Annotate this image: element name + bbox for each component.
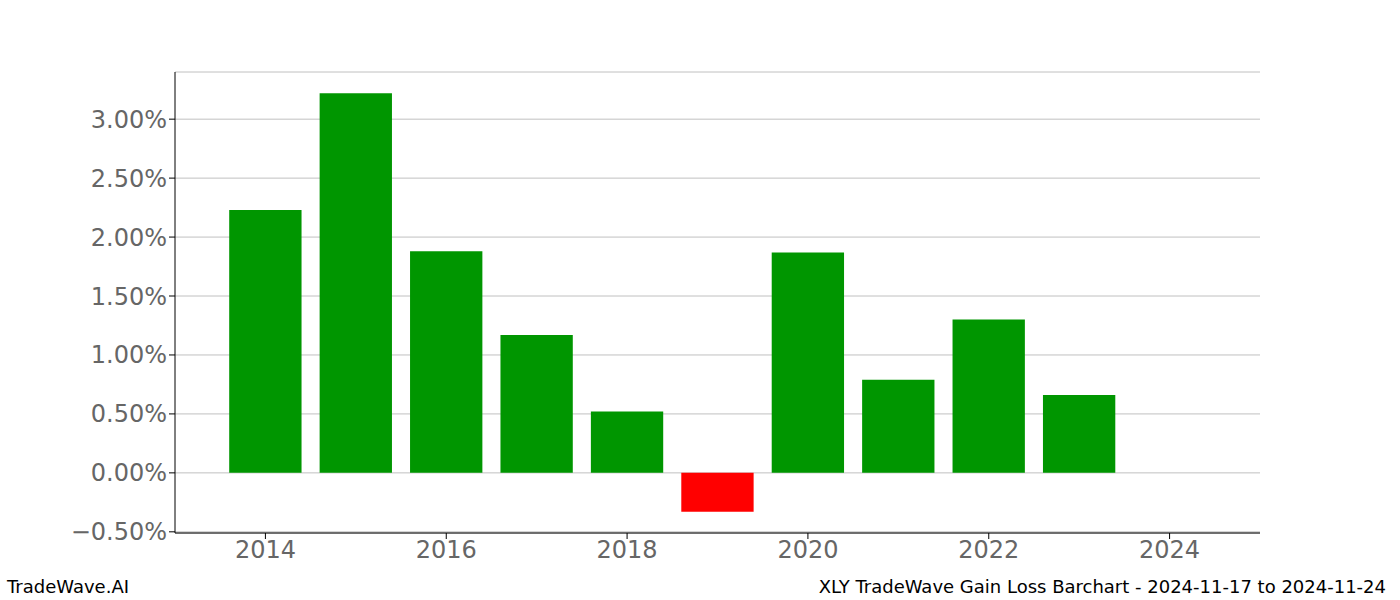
svg-text:−0.50%: −0.50%	[71, 518, 167, 546]
html-text:XLY TradeWave Gain Loss Barcha: XLY TradeWave Gain Loss Barchart - 2024-…	[818, 576, 1386, 597]
svg-text:2016: 2016	[416, 536, 477, 564]
svg-text:1.50%: 1.50%	[91, 283, 167, 311]
svg-text:1.00%: 1.00%	[91, 341, 167, 369]
svg-text:2.00%: 2.00%	[91, 224, 167, 252]
svg-text:0.50%: 0.50%	[91, 400, 167, 428]
svg-text:2024: 2024	[1139, 536, 1200, 564]
html-text:TradeWave.AI: TradeWave.AI	[7, 576, 129, 597]
svg-text:2014: 2014	[235, 536, 296, 564]
svg-text:2020: 2020	[777, 536, 838, 564]
svg-text:2022: 2022	[958, 536, 1019, 564]
svg-text:2.50%: 2.50%	[91, 165, 167, 193]
svg-text:0.00%: 0.00%	[91, 459, 167, 487]
svg-text:2018: 2018	[597, 536, 658, 564]
svg-text:3.00%: 3.00%	[91, 106, 167, 134]
